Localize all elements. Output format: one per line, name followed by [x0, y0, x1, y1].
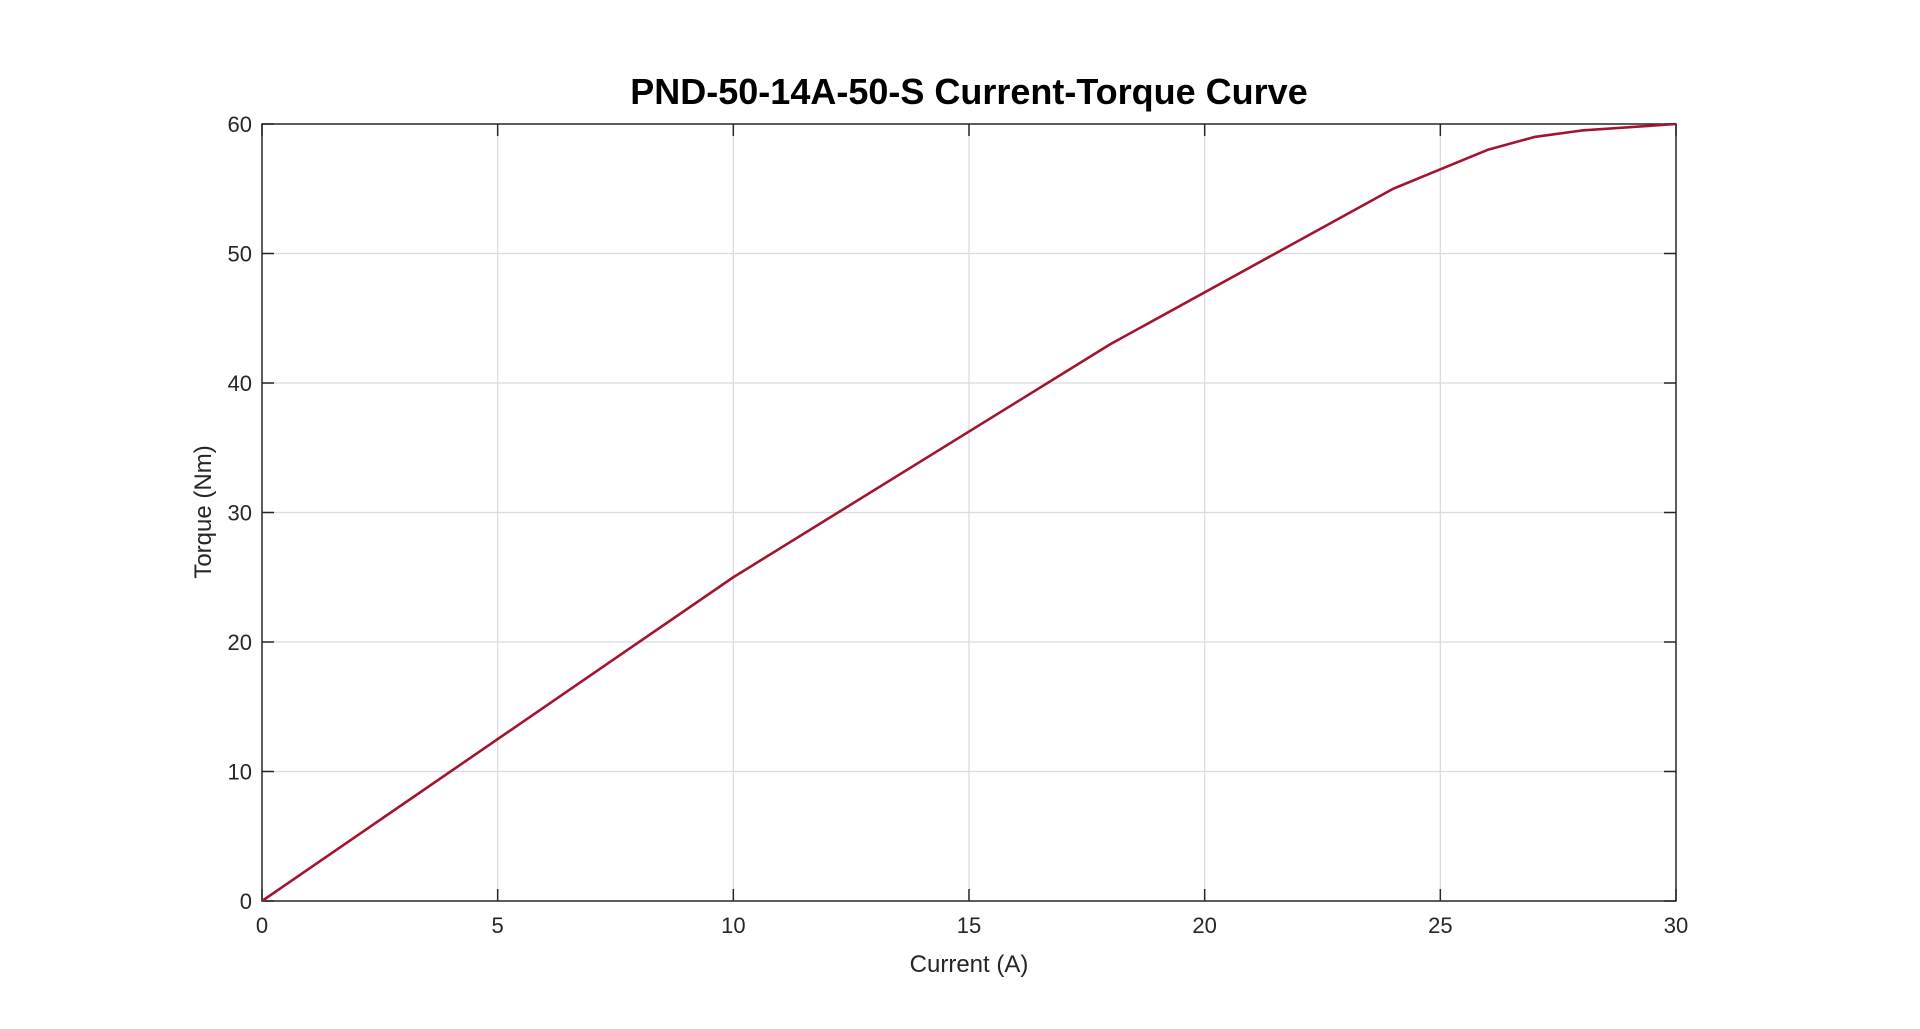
x-tick-label: 5 [492, 913, 504, 938]
x-tick-label: 20 [1192, 913, 1216, 938]
y-tick-labels: 0 10 20 30 40 50 60 [228, 112, 252, 914]
horizontal-grid-lines [262, 252, 1676, 773]
y-tick-label: 30 [228, 501, 252, 526]
x-axis-label: Current (A) [910, 951, 1029, 978]
x-tick-label: 30 [1664, 913, 1688, 938]
x-tick-label: 25 [1428, 913, 1452, 938]
y-tick-label: 20 [228, 630, 252, 655]
y-tick-label: 60 [228, 112, 252, 137]
y-tick-label: 0 [240, 889, 252, 914]
y-tick-label: 50 [228, 242, 252, 267]
x-tick-label: 10 [721, 913, 745, 938]
x-tick-labels: 0 5 10 15 20 25 30 [256, 913, 1688, 938]
y-tick-label: 10 [228, 760, 252, 785]
x-tick-label: 0 [256, 913, 268, 938]
chart-title: PND-50-14A-50-S Current-Torque Curve [630, 71, 1307, 112]
x-tick-label: 15 [957, 913, 981, 938]
y-tick-label: 40 [228, 371, 252, 396]
series-line-torque-vs-current [261, 122, 1677, 903]
y-axis-label: Torque (Nm) [190, 445, 217, 578]
